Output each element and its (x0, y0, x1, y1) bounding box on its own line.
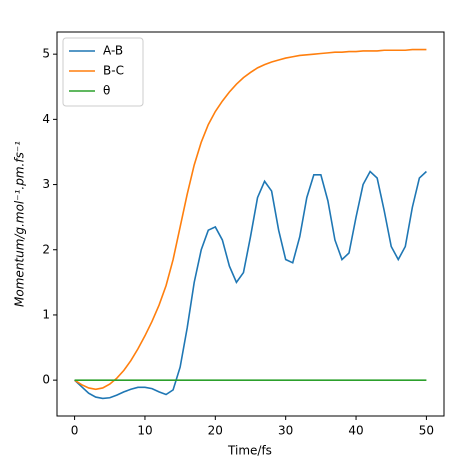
legend-text: B-C (103, 64, 124, 78)
x-tick-label: 40 (348, 424, 363, 438)
x-tick-label: 10 (137, 424, 152, 438)
plot-frame (56, 31, 445, 417)
y-tick-label: 0 (42, 373, 50, 387)
x-axis-label: Time/fs (227, 444, 272, 458)
y-axis-label: Momentum/g.mol⁻¹.pm.fs⁻¹ (13, 141, 27, 307)
y-tick-label: 3 (42, 177, 50, 191)
line-series (74, 170, 427, 400)
y-tick-label: 4 (42, 112, 50, 126)
x-tick-label: 50 (419, 424, 434, 438)
legend-text: θ (103, 84, 110, 98)
y-tick-label: 5 (42, 47, 50, 61)
y-tick-label: 1 (42, 307, 50, 321)
x-tick-label: 0 (71, 424, 79, 438)
x-tick-label: 30 (278, 424, 293, 438)
x-tick-label: 20 (208, 424, 223, 438)
line-series (74, 48, 427, 391)
y-tick-label: 2 (42, 242, 50, 256)
legend-text: A-B (103, 44, 123, 58)
legend-box (62, 37, 144, 107)
